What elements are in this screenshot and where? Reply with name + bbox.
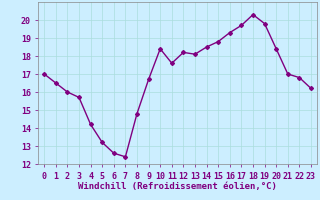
X-axis label: Windchill (Refroidissement éolien,°C): Windchill (Refroidissement éolien,°C) xyxy=(78,182,277,191)
